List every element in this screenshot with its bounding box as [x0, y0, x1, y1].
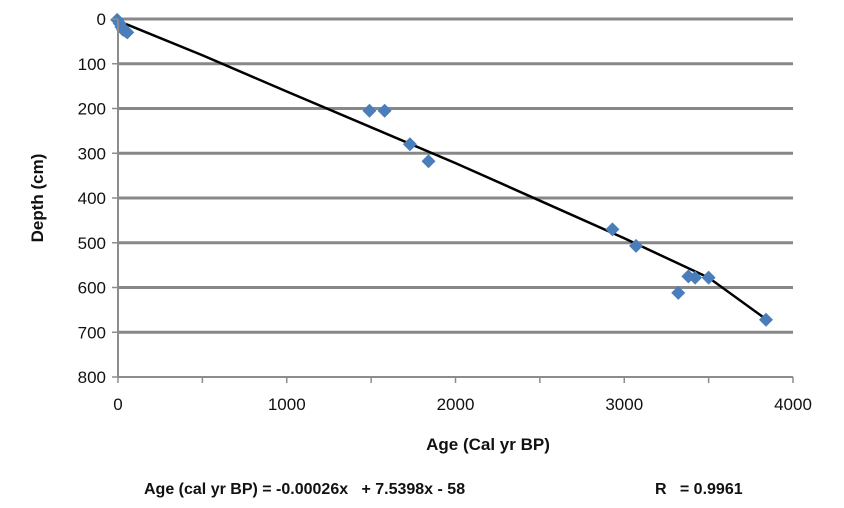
y-tick-label: 600 [78, 279, 106, 298]
x-tick-labels: 0 1000 2000 3000 4000 [113, 395, 812, 414]
data-point [671, 285, 686, 300]
data-point [629, 238, 644, 253]
y-tick-label: 800 [78, 368, 106, 387]
x-axis-title: Age (Cal yr BP) [426, 435, 550, 454]
data-point [402, 137, 417, 152]
x-tick-label: 1000 [268, 395, 306, 414]
data-point [377, 103, 392, 118]
x-tick-label: 3000 [605, 395, 643, 414]
data-point [362, 103, 377, 118]
data-point [688, 270, 703, 285]
y-tick-label: 400 [78, 189, 106, 208]
x-tick-label: 0 [113, 395, 122, 414]
x-tick-label: 2000 [437, 395, 475, 414]
data-points [110, 12, 773, 327]
data-point [605, 222, 620, 237]
y-tick-labels: 0 100 200 300 400 500 600 700 800 [78, 10, 106, 387]
y-tick-label: 100 [78, 55, 106, 74]
r-value: R = 0.9961 [655, 481, 743, 498]
data-point [759, 312, 773, 327]
y-tick-label: 500 [78, 234, 106, 253]
grid-lines [118, 17, 793, 334]
trendline-equation: Age (cal yr BP) = -0.00026x + 7.5398x - … [144, 481, 466, 498]
y-tick-label: 200 [78, 100, 106, 119]
y-axis-title: Depth (cm) [28, 154, 47, 243]
y-tick-label: 700 [78, 323, 106, 342]
data-point [120, 25, 135, 40]
y-tick-label: 300 [78, 144, 106, 163]
data-point [701, 270, 716, 285]
axes [112, 18, 794, 383]
scatter-chart: 0 100 200 300 400 500 600 700 800 0 1000 2000 3000 4… [28, 10, 812, 454]
data-point [421, 154, 436, 169]
y-tick-label: 0 [97, 10, 106, 29]
x-tick-label: 4000 [774, 395, 812, 414]
